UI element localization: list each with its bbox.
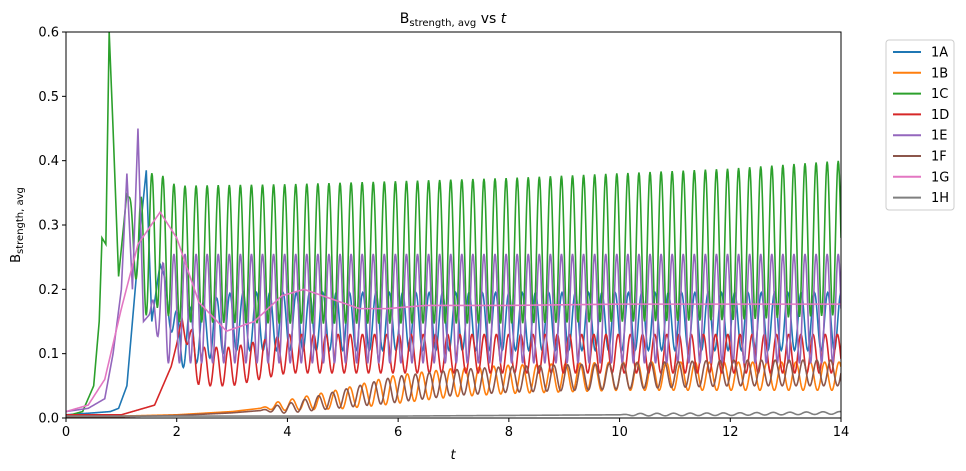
y-axis-label-main: B xyxy=(9,254,24,263)
legend-label-1h: 1H xyxy=(931,191,949,206)
series-line-1g xyxy=(66,210,841,413)
x-tick-label: 6 xyxy=(394,425,402,440)
series-line-1h xyxy=(66,410,841,417)
x-tick-label: 0 xyxy=(62,425,70,440)
x-axis: 0 2 4 6 8 10 12 14 xyxy=(62,418,849,440)
x-tick-label: 8 xyxy=(505,425,513,440)
series-line-1e xyxy=(66,128,841,413)
y-axis: 0.0 0.1 0.2 0.3 0.4 0.5 0.6 xyxy=(38,26,66,427)
chart-title-subscript: strength, avg xyxy=(409,18,476,29)
y-tick-label: 0.1 xyxy=(38,347,59,362)
x-tick-label: 12 xyxy=(722,425,739,440)
legend-label-1c: 1C xyxy=(931,87,948,102)
x-tick-label: 14 xyxy=(833,425,850,440)
plot-area xyxy=(65,31,842,419)
series-layer xyxy=(66,32,841,418)
legend-frame xyxy=(885,39,955,211)
legend-label-1a: 1A xyxy=(931,46,948,61)
chart-title: Bstrength, avg vs t xyxy=(400,11,507,29)
legend-label-1f: 1F xyxy=(931,150,947,165)
legend-label-1b: 1B xyxy=(931,66,948,81)
legend: 1A 1B 1C 1D 1E 1F 1G 1H xyxy=(885,39,955,211)
y-tick-label: 0.5 xyxy=(38,90,59,105)
chart-title-var: t xyxy=(501,11,507,27)
x-tick-label: 4 xyxy=(283,425,291,440)
y-axis-label-subscript: strength, avg xyxy=(15,187,26,254)
legend-label-1e: 1E xyxy=(931,129,948,144)
legend-label-1g: 1G xyxy=(931,170,949,185)
y-tick-label: 0.4 xyxy=(38,154,59,169)
x-tick-label: 10 xyxy=(611,425,628,440)
x-axis-label: t xyxy=(450,448,456,463)
series-line-1c xyxy=(66,32,841,417)
x-tick-label: 2 xyxy=(173,425,181,440)
chart-title-connector: vs xyxy=(476,11,500,27)
y-axis-label: Bstrength, avg xyxy=(9,187,26,263)
y-tick-label: 0.0 xyxy=(38,412,59,427)
y-tick-label: 0.3 xyxy=(38,219,59,234)
legend-label-1d: 1D xyxy=(931,108,949,123)
series-line-1f xyxy=(66,359,841,418)
chart-title-main: B xyxy=(400,11,410,27)
y-tick-label: 0.6 xyxy=(38,26,59,41)
y-tick-label: 0.2 xyxy=(38,283,59,298)
